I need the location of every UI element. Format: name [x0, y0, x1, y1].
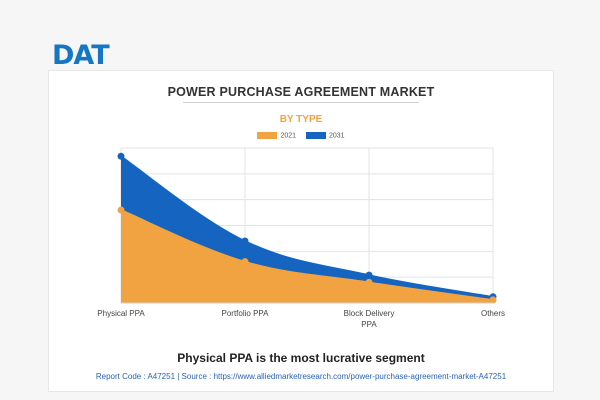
x-tick-label: Others: [481, 309, 505, 318]
data-point-2031: [117, 152, 125, 160]
legend-label-2021: 2021: [280, 132, 297, 140]
x-tick-label: Physical PPA: [97, 309, 145, 318]
legend-swatch-2031: [305, 132, 326, 139]
footer-headline: Physical PPA is the most lucrative segme…: [177, 351, 425, 365]
data-point-2021: [489, 296, 497, 304]
title-divider: [183, 102, 419, 103]
footer-source-link[interactable]: Report Code : A47251 | Source : https://…: [95, 372, 507, 381]
chart-card: POWER PURCHASE AGREEMENT MARKET BY TYPE …: [48, 70, 554, 392]
area-chart: Physical PPA Portfolio PPA Block Delivery P…: [97, 147, 505, 329]
data-point-2031: [365, 271, 373, 279]
data-point-2021: [365, 278, 373, 286]
legend-label-2031: 2031: [328, 132, 345, 140]
area-series-2021: [121, 210, 493, 303]
chart-subtitle: BY TYPE: [279, 114, 323, 125]
legend-item-2021[interactable]: 2021: [257, 132, 296, 139]
data-point-2021: [117, 206, 125, 214]
line-series-2031: [120, 155, 494, 298]
chart-title: POWER PURCHASE AGREEMENT MARKET: [167, 85, 435, 99]
data-point-2031: [241, 237, 249, 245]
legend-swatch-2021: [257, 132, 278, 139]
chart-legend: 2021 2031: [49, 132, 553, 140]
company-logo: DAT: [52, 40, 110, 71]
x-tick-label: Portfolio PPA: [222, 309, 270, 318]
x-tick-label: Block Delivery PPA: [344, 309, 395, 329]
data-point-2021: [241, 258, 249, 266]
line-series-2021: [120, 209, 494, 301]
legend-item-2031[interactable]: 2031: [305, 132, 345, 140]
